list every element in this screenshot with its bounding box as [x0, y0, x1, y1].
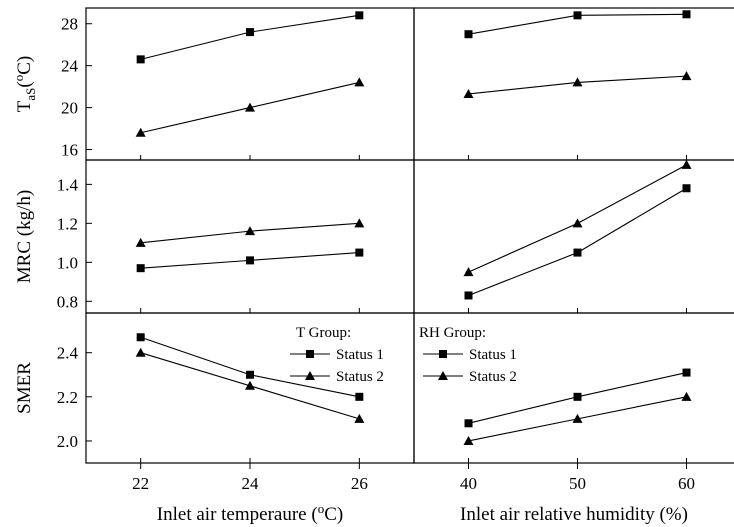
data-point-square	[136, 264, 145, 273]
y-tick-label: 0.8	[57, 292, 78, 311]
x-tick-label: 22	[132, 474, 149, 493]
data-point-square	[355, 11, 364, 20]
legend-entry: Status 1	[336, 347, 384, 363]
data-point-triangle	[245, 380, 255, 390]
legend-marker-square	[439, 350, 447, 358]
data-point-triangle	[135, 347, 146, 357]
series-line-1	[468, 187, 687, 296]
panel-frame-middle-right	[413, 159, 734, 314]
data-point-square	[136, 55, 145, 64]
x-axis-title: Inlet air temperaure (oC)	[157, 501, 343, 525]
legend-title: RH Group:	[419, 325, 486, 341]
y-tick-label: 28	[61, 15, 78, 34]
legend-marker-square	[306, 350, 314, 358]
data-point-triangle	[245, 226, 255, 236]
y-axis-title: SMER	[14, 362, 35, 414]
data-point-square	[246, 256, 254, 265]
legend-entry: Status 2	[469, 369, 517, 385]
data-point-square	[355, 392, 364, 401]
x-tick-label: 26	[351, 474, 368, 493]
x-tick-label: 24	[242, 474, 260, 493]
data-point-square	[573, 392, 582, 401]
data-point-square	[464, 30, 473, 39]
data-point-square	[246, 28, 254, 37]
data-point-triangle	[572, 218, 583, 228]
data-point-square	[464, 291, 473, 300]
y-tick-label: 1.4	[57, 175, 79, 194]
legend-entry: Status 2	[336, 369, 384, 385]
data-point-square	[246, 370, 254, 379]
legend-marker-triangle	[438, 371, 448, 380]
series-line-1	[140, 14, 360, 60]
legend-marker-triangle	[305, 371, 315, 380]
data-point-square	[682, 184, 691, 193]
data-point-triangle	[354, 218, 365, 228]
data-point-triangle	[572, 413, 583, 423]
y-axis-title: TaS(oC)	[11, 56, 38, 112]
data-point-triangle	[681, 71, 692, 81]
panel-frame-middle-left	[85, 159, 415, 314]
data-point-triangle	[681, 391, 692, 401]
x-tick-label: 50	[569, 474, 586, 493]
data-point-triangle	[463, 435, 474, 445]
data-point-triangle	[354, 413, 365, 423]
data-point-triangle	[463, 88, 474, 98]
y-tick-label: 24	[61, 57, 79, 76]
y-tick-label: 2.0	[57, 432, 78, 451]
data-point-triangle	[135, 127, 146, 137]
data-point-triangle	[354, 77, 365, 87]
y-tick-label: 1.2	[57, 214, 78, 233]
data-point-square	[355, 248, 364, 257]
x-axis-title: Inlet air relative humidity (%)	[460, 504, 688, 525]
data-point-square	[464, 419, 473, 428]
data-point-triangle	[463, 267, 474, 277]
x-tick-label: 40	[460, 474, 477, 493]
legend-entry: Status 1	[469, 347, 517, 363]
data-point-square	[573, 248, 582, 257]
data-point-triangle	[572, 77, 583, 87]
data-point-triangle	[245, 102, 255, 112]
y-tick-label: 2.4	[57, 344, 79, 363]
data-point-square	[136, 333, 145, 342]
y-tick-label: 16	[61, 141, 78, 160]
legend-title: T Group:	[296, 325, 351, 341]
data-point-triangle	[135, 237, 146, 247]
data-point-square	[573, 11, 582, 20]
data-point-square	[682, 10, 691, 19]
x-tick-label: 60	[678, 474, 695, 493]
y-tick-label: 1.0	[57, 253, 78, 272]
y-tick-label: 2.2	[57, 388, 78, 407]
data-point-square	[682, 368, 691, 377]
y-axis-title: MRC (kg/h)	[14, 190, 35, 283]
data-point-triangle	[681, 159, 692, 169]
y-tick-label: 20	[61, 99, 78, 118]
